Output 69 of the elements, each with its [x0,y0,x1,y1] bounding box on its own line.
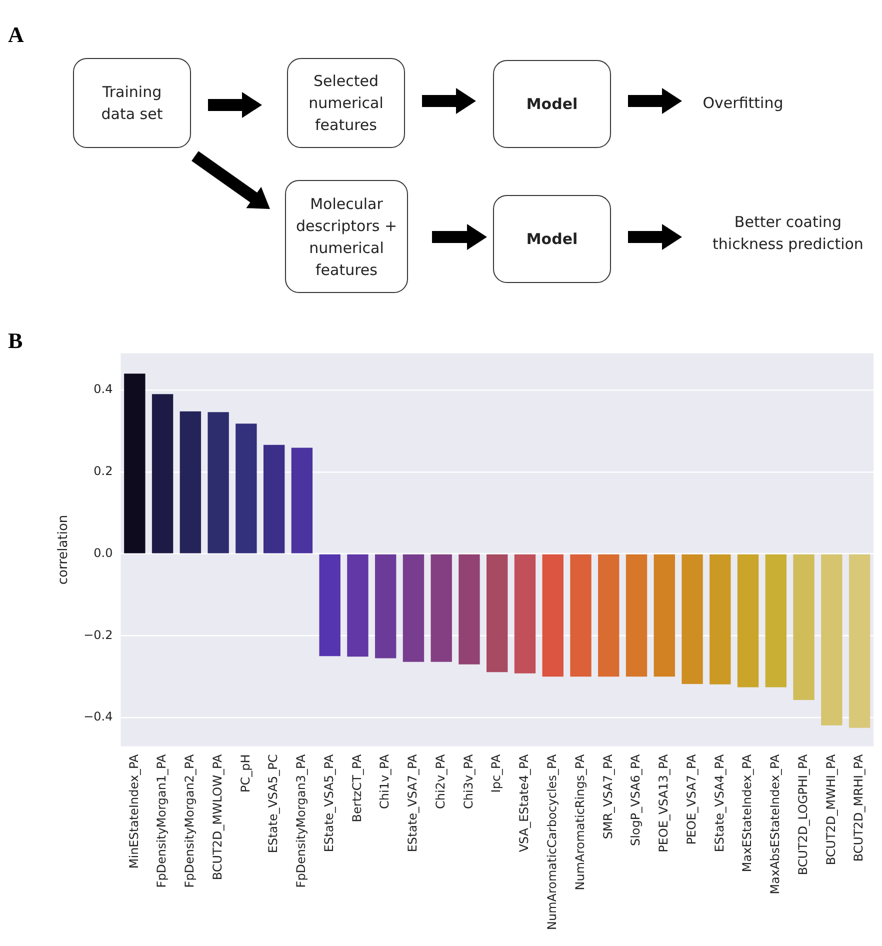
x-tick-label: PEOE_VSA7_PA [684,753,698,845]
bar [375,554,396,658]
rounded-box: Model [493,195,611,283]
x-tick-label: PEOE_VSA13_PA [656,753,671,852]
x-tick-label: PC_pH [238,754,252,793]
bar [542,554,564,677]
bar [793,554,814,700]
x-tick-label: NumAromaticRings_PA [572,753,587,890]
x-tick-label: Ipc_PA [489,753,504,793]
bar [626,554,648,677]
text: Overfitting [702,93,784,114]
y-tick-label: 0.0 [94,546,113,560]
bar [765,554,787,688]
bar [570,554,592,677]
x-tick-label: FpDensityMorgan1_PA [154,753,169,888]
bar [710,554,731,684]
x-tick-label: EState_VSA4_PA [712,753,726,852]
x-tick-label: NumAromaticCarbocycles_PA [545,753,560,930]
rounded-box: Model [493,60,611,148]
y-tick-label: 0.2 [94,464,113,478]
y-tick-label: −0.4 [84,710,113,724]
x-tick-label: BCUT2D_MWHI_PA [824,753,838,866]
bar [682,554,703,684]
bar [821,554,842,726]
bar [654,554,675,677]
x-tick-label: SMR_VSA7_PA [600,753,615,840]
x-tick-label: Chi2v_PA [433,753,448,809]
bar [347,554,368,657]
rounded-box: Molecular descriptors + numerical features [285,180,408,293]
y-tick-label: 0.4 [94,382,113,396]
x-tick-label: BCUT2D_MRHI_PA [852,753,866,862]
x-tick-label: MinEStateIndex_PA [126,753,141,869]
x-tick-label: Chi3v_PA [461,753,476,809]
bar [737,554,759,688]
x-tick-label: MaxEStateIndex_PA [740,753,754,872]
x-tick-label: EState_VSA5_PC [266,754,280,854]
bar [848,554,870,728]
x-tick-label: MaxAbsEStateIndex_PA [768,753,782,894]
x-tick-label: Chi1v_PA [378,753,392,809]
bar [208,412,229,554]
x-tick-label: BCUT2D_MWLOW_PA [210,753,224,880]
x-tick-label: BCUT2D_LOGPHI_PA [796,753,810,876]
chart-title: B [8,328,23,354]
x-tick-label: VSA_EState4_PA [517,753,532,852]
text: A [8,22,24,48]
bar [291,448,313,554]
bar [458,554,480,664]
x-tick-label: FpDensityMorgan2_PA [182,753,197,888]
bar [124,374,146,554]
y-tick-label: −0.2 [84,628,113,642]
rounded-box: Selected numerical features [287,58,405,148]
bar [152,394,174,554]
x-tick-label: EState_VSA7_PA [406,753,420,852]
bar [486,554,508,672]
rounded-box: Training data set [73,58,191,148]
bar [598,554,620,677]
x-tick-label: FpDensityMorgan3_PA [294,753,308,888]
x-tick-label: SlogP_VSA6_PA [628,753,643,846]
x-tick-label: BertzCT_PA [350,753,364,822]
text: Better coating thickness prediction [712,212,864,255]
x-tick-label: EState_VSA5_PA [322,753,336,852]
y-axis-title: correlation [56,514,72,585]
bar [180,411,202,554]
bar [236,424,257,554]
bar [514,554,536,674]
bar [430,554,452,662]
bar [319,554,340,656]
bar [263,444,285,554]
bar [402,554,424,662]
